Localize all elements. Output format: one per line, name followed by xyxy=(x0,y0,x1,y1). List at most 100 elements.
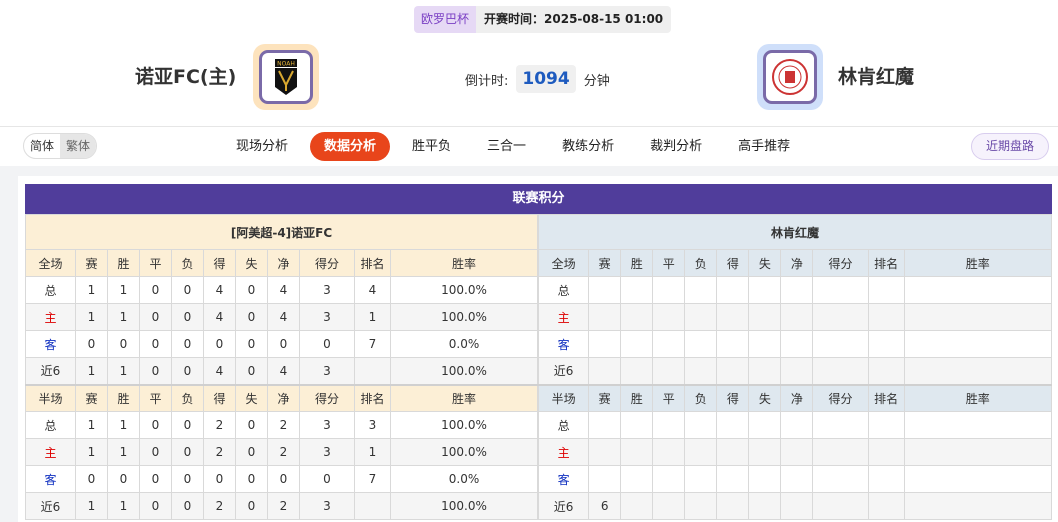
cell: 1 xyxy=(107,492,140,520)
cell xyxy=(620,330,654,358)
team-title: [阿美超-4]诺亚FC xyxy=(24,214,539,250)
cell xyxy=(684,357,718,385)
lang-simplified[interactable]: 简体 xyxy=(30,139,55,153)
home-team-name[interactable]: 诺亚FC(主) xyxy=(135,66,237,88)
cell: 0 xyxy=(235,438,268,466)
column-header: 失 xyxy=(748,249,782,277)
tab-4[interactable]: 教练分析 xyxy=(562,139,615,154)
cell: 近6 xyxy=(538,492,590,520)
cell: 100.0% xyxy=(389,276,539,304)
cell: 1 xyxy=(107,357,140,385)
cell xyxy=(812,492,869,520)
cell xyxy=(812,465,869,493)
column-header: 失 xyxy=(235,249,268,277)
cell xyxy=(716,492,750,520)
cell: 0 xyxy=(139,357,172,385)
away-team-logo[interactable] xyxy=(757,44,823,110)
match-header: 欧罗巴杯 开赛时间：2025-08-15 01:00 诺亚FC(主) NOAH … xyxy=(0,0,1058,126)
cell: 1 xyxy=(75,303,108,331)
column-header: 排名 xyxy=(867,249,905,277)
column-header: 平 xyxy=(652,249,686,277)
countdown: 倒计时: 1094 分钟 xyxy=(465,65,610,93)
tab-0[interactable]: 现场分析 xyxy=(236,139,289,154)
cell: 6 xyxy=(588,492,622,520)
cell: 0 xyxy=(235,465,268,493)
analysis-tabs: 现场分析 数据分析 胜平负 三合一 教练分析 裁判分析 高手推荐 xyxy=(222,132,812,161)
cell xyxy=(684,330,718,358)
column-header: 负 xyxy=(684,383,718,412)
column-header: 全场 xyxy=(25,249,76,277)
tab-6[interactable]: 高手推荐 xyxy=(738,139,791,154)
column-header: 胜率 xyxy=(389,249,539,277)
cell xyxy=(652,357,686,385)
column-header: 负 xyxy=(684,249,718,277)
tab-1[interactable]: 数据分析 xyxy=(310,132,391,161)
cell xyxy=(588,438,622,466)
away-team-name[interactable]: 林肯红魔 xyxy=(838,66,915,88)
table-row: 主 1 1 0 0 2 0 2 3 1 100.0% xyxy=(25,438,539,466)
table-row: 近6 1 1 0 0 2 0 2 3 100.0% xyxy=(25,492,539,520)
cell xyxy=(748,357,782,385)
cell xyxy=(867,303,905,331)
table-row: 主 1 1 0 0 4 0 4 3 1 100.0% xyxy=(25,303,539,331)
half-header-row: 半场赛胜平负得失净得分 排名 胜率 xyxy=(538,383,1053,412)
recent-trend-button[interactable]: 近期盘路 xyxy=(971,133,1050,160)
cell: 0 xyxy=(203,330,236,358)
cell: 7 xyxy=(354,330,391,358)
cell xyxy=(684,303,718,331)
cell: 1 xyxy=(75,438,108,466)
cell xyxy=(812,276,869,304)
cell: 2 xyxy=(203,438,236,466)
cell xyxy=(903,465,1053,493)
cell xyxy=(684,492,718,520)
cell xyxy=(652,465,686,493)
cell xyxy=(812,303,869,331)
cell: 客 xyxy=(25,330,76,358)
cell: 0 xyxy=(235,357,268,385)
cell: 0 xyxy=(267,330,300,358)
language-toggle[interactable]: 简体 繁体 xyxy=(23,133,98,159)
cell: 2 xyxy=(267,492,300,520)
cell: 2 xyxy=(267,411,300,439)
tab-5[interactable]: 裁判分析 xyxy=(650,139,703,154)
column-header: 得分 xyxy=(299,249,355,277)
league-tag[interactable]: 欧罗巴杯 xyxy=(414,6,477,33)
tab-2[interactable]: 胜平负 xyxy=(412,139,452,154)
countdown-value: 1094 xyxy=(516,65,576,93)
cell: 0 xyxy=(139,411,172,439)
lang-traditional[interactable]: 繁体 xyxy=(60,134,97,158)
nav-bar: 简体 繁体 现场分析 数据分析 胜平负 三合一 教练分析 裁判分析 高手推荐 近期盘路 xyxy=(0,126,1058,166)
column-header: 胜 xyxy=(620,249,654,277)
cell xyxy=(780,357,814,385)
cell xyxy=(716,465,750,493)
column-header: 得 xyxy=(716,249,750,277)
team-title: 林肯红魔 xyxy=(538,214,1052,250)
cell: 客 xyxy=(538,330,590,358)
cell: 3 xyxy=(299,438,355,466)
cell: 主 xyxy=(25,438,76,466)
cell xyxy=(903,438,1053,466)
lincoln-crest-icon xyxy=(772,59,808,95)
table-row: 近6 1 1 0 0 4 0 4 3 100.0% xyxy=(25,357,539,385)
cell xyxy=(780,276,814,304)
cell xyxy=(748,330,782,358)
cell xyxy=(716,330,750,358)
cell xyxy=(748,465,782,493)
cell xyxy=(812,330,869,358)
cell xyxy=(354,492,391,520)
cell xyxy=(620,492,654,520)
cell: 客 xyxy=(538,465,590,493)
kickoff-time: 开赛时间：2025-08-15 01:00 xyxy=(476,6,672,33)
cell: 总 xyxy=(538,411,590,439)
cell xyxy=(748,411,782,439)
table-row: 客 xyxy=(538,330,1053,358)
cell xyxy=(903,303,1053,331)
table-row: 近6 xyxy=(538,357,1053,385)
home-team-logo[interactable]: NOAH xyxy=(253,44,319,110)
cell xyxy=(748,303,782,331)
tab-3[interactable]: 三合一 xyxy=(487,139,527,154)
table-row: 主 xyxy=(538,303,1053,331)
cell xyxy=(620,276,654,304)
cell xyxy=(867,276,905,304)
cell: 4 xyxy=(267,357,300,385)
